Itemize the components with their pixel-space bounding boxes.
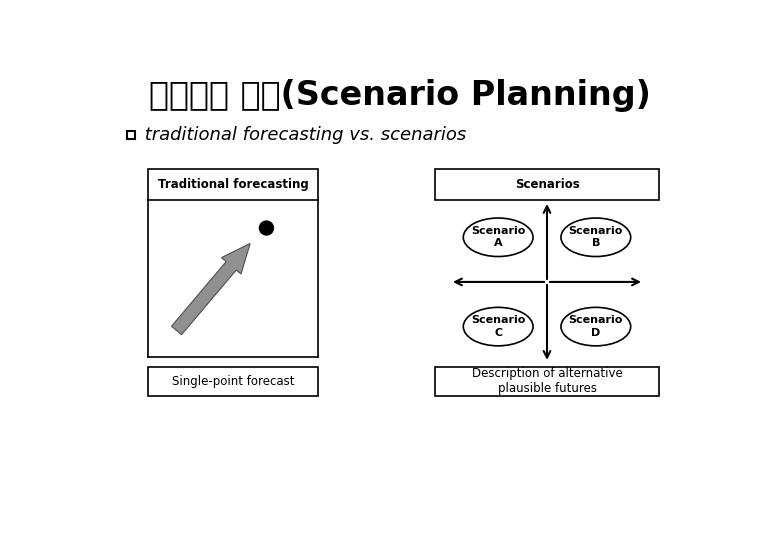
Text: Scenario
A: Scenario A [471, 226, 526, 248]
FancyBboxPatch shape [148, 168, 318, 200]
Text: 시나리오 기법(Scenario Planning): 시나리오 기법(Scenario Planning) [149, 79, 651, 112]
Text: Description of alternative
plausible futures: Description of alternative plausible fut… [472, 367, 622, 395]
Text: traditional forecasting vs. scenarios: traditional forecasting vs. scenarios [140, 126, 466, 144]
Text: Single-point forecast: Single-point forecast [172, 375, 294, 388]
FancyBboxPatch shape [434, 367, 659, 396]
Ellipse shape [561, 307, 631, 346]
Polygon shape [172, 244, 250, 335]
FancyBboxPatch shape [148, 367, 318, 396]
Ellipse shape [463, 307, 533, 346]
Text: Scenario
C: Scenario C [471, 315, 526, 338]
Circle shape [260, 221, 274, 235]
FancyBboxPatch shape [434, 168, 659, 200]
Text: Scenario
D: Scenario D [569, 315, 623, 338]
Text: Scenarios: Scenarios [515, 178, 580, 191]
Ellipse shape [463, 218, 533, 256]
Ellipse shape [561, 218, 631, 256]
Text: Scenario
B: Scenario B [569, 226, 623, 248]
Text: Traditional forecasting: Traditional forecasting [158, 178, 309, 191]
